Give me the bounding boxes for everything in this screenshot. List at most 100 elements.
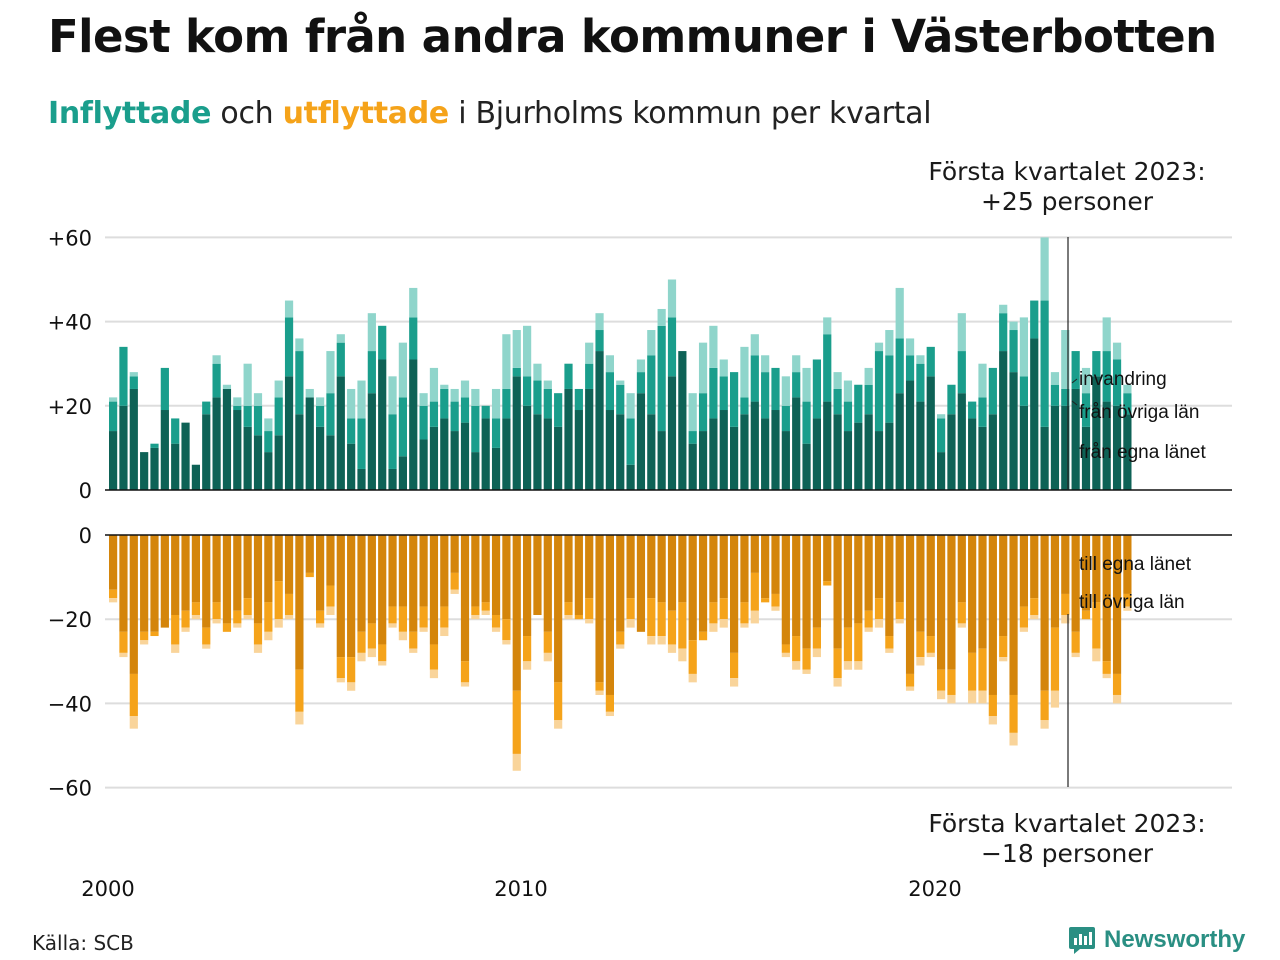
- bar-in-own-county: [1123, 414, 1132, 490]
- bar-out-other-counties: [1102, 661, 1111, 674]
- bar-in-other-counties: [1092, 351, 1101, 377]
- bar-out-own-county: [792, 535, 801, 637]
- bar-out-own-county: [574, 535, 583, 615]
- bar-out-other-counties: [429, 644, 439, 670]
- bar-out-other-counties: [347, 657, 356, 683]
- bar-out-own-county: [533, 535, 542, 615]
- bar-out-own-county: [243, 535, 252, 599]
- bar-in-immigration: [636, 359, 646, 373]
- bar-out-other-counties: [202, 627, 211, 645]
- bar-in-own-county: [916, 401, 925, 490]
- bar-in-other-counties: [481, 405, 490, 419]
- bar-in-immigration: [450, 388, 459, 402]
- bar-out-own-county: [667, 535, 677, 611]
- bar-in-other-counties: [1071, 351, 1080, 389]
- bar-in-other-counties: [916, 363, 925, 402]
- bar-in-other-counties: [947, 384, 956, 415]
- y-tick-label-top: +60: [48, 226, 92, 250]
- bar-in-immigration: [823, 317, 832, 335]
- bar-out-own-county: [554, 535, 563, 683]
- bar-in-own-county: [885, 422, 894, 490]
- bar-in-other-counties: [388, 414, 397, 469]
- bar-in-own-county: [802, 443, 811, 490]
- bar-out-own-county: [388, 535, 397, 607]
- bar-out-other-counties: [305, 572, 314, 578]
- bar-out-emigration: [854, 661, 863, 670]
- bar-in-own-county: [698, 431, 708, 490]
- bar-out-other-counties: [181, 610, 190, 628]
- bar-in-own-county: [1092, 376, 1101, 490]
- bar-out-own-county: [398, 535, 407, 607]
- bar-in-other-counties: [843, 401, 853, 432]
- bar-out-own-county: [698, 535, 708, 632]
- bar-in-other-counties: [968, 401, 977, 419]
- bar-out-own-county: [916, 535, 925, 632]
- bar-in-immigration: [667, 279, 677, 318]
- bar-in-other-counties: [202, 401, 211, 415]
- bar-out-own-county: [1030, 535, 1039, 599]
- bar-in-immigration: [398, 342, 407, 398]
- bar-in-other-counties: [512, 367, 521, 377]
- bar-in-immigration: [129, 372, 138, 377]
- bar-out-other-counties: [968, 652, 977, 691]
- bar-in-own-county: [792, 397, 801, 490]
- bar-out-emigration: [378, 661, 387, 666]
- bar-in-other-counties: [429, 401, 439, 427]
- bar-out-other-counties: [792, 636, 801, 662]
- bar-out-own-county: [512, 535, 521, 691]
- bar-in-immigration: [264, 418, 273, 432]
- bar-in-own-county: [450, 431, 459, 490]
- bar-out-own-county: [1050, 535, 1060, 628]
- bar-in-other-counties: [119, 346, 128, 406]
- bar-in-own-county: [491, 447, 501, 490]
- annotation-top-line1: Första kvartalet 2023:: [928, 157, 1206, 186]
- bar-in-own-county: [543, 418, 552, 490]
- bar-out-other-counties: [771, 593, 780, 607]
- x-tick-label: 2010: [494, 877, 547, 901]
- bar-in-other-counties: [657, 325, 666, 432]
- bar-in-own-county: [1112, 405, 1122, 490]
- bar-out-emigration: [357, 652, 366, 662]
- bar-in-other-counties: [533, 380, 542, 415]
- newsworthy-logo[interactable]: Newsworthy: [1068, 924, 1245, 956]
- bar-out-other-counties: [905, 673, 915, 687]
- bar-in-own-county: [833, 414, 842, 490]
- bar-in-immigration: [916, 355, 925, 364]
- bar-in-immigration: [761, 355, 770, 373]
- bar-out-own-county: [937, 535, 946, 670]
- bar-in-other-counties: [605, 372, 614, 411]
- bar-in-other-counties: [595, 330, 604, 352]
- bar-out-own-county: [274, 535, 283, 582]
- bar-out-emigration: [460, 682, 470, 687]
- bar-in-immigration: [305, 388, 314, 398]
- bar-in-other-counties: [1123, 393, 1132, 415]
- bar-in-own-county: [171, 443, 180, 490]
- bar-in-own-county: [181, 422, 190, 490]
- bar-in-immigration: [295, 338, 304, 352]
- bar-out-own-county: [564, 535, 573, 603]
- bar-in-own-county: [988, 414, 997, 490]
- bar-out-own-county: [1061, 535, 1070, 594]
- bar-out-other-counties: [1061, 593, 1070, 615]
- bar-in-other-counties: [460, 397, 470, 423]
- bar-out-emigration: [440, 627, 449, 637]
- bar-out-emigration: [1050, 690, 1060, 708]
- bar-out-own-county: [823, 535, 832, 582]
- bar-out-emigration: [253, 644, 263, 653]
- bar-in-other-counties: [450, 401, 459, 432]
- subtitle-utflyttade: utflyttade: [282, 96, 450, 131]
- bar-out-own-county: [253, 535, 263, 624]
- bar-out-other-counties: [295, 669, 304, 712]
- bar-in-immigration: [626, 393, 635, 419]
- bar-in-immigration: [212, 355, 221, 364]
- bar-in-other-counties: [564, 363, 573, 389]
- bar-out-own-county: [1009, 535, 1018, 695]
- bar-in-own-county: [388, 468, 397, 490]
- bar-out-emigration: [429, 669, 439, 679]
- bar-out-emigration: [554, 720, 563, 729]
- y-tick-label-bottom: −60: [48, 777, 92, 801]
- bar-in-own-county: [688, 443, 697, 490]
- bar-in-own-county: [129, 388, 138, 490]
- bar-out-emigration: [750, 610, 759, 624]
- bar-out-own-county: [719, 535, 728, 599]
